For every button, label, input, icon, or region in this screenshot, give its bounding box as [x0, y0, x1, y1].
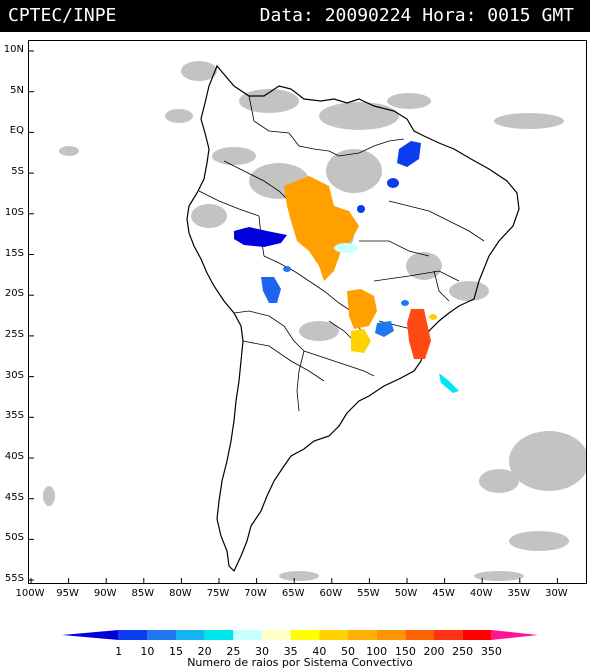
legend-swatch [405, 630, 434, 640]
source-label: CPTEC/INPE [8, 5, 117, 26]
longitude-label: 80W [169, 588, 192, 599]
latitude-label: 45S [4, 491, 24, 503]
storm-cell-red [407, 309, 431, 359]
cloud-cover [43, 61, 589, 581]
storm-cell-blue-small-3 [283, 266, 291, 272]
longitude-label: 30W [545, 588, 568, 599]
latitude-label: 20S [4, 288, 24, 300]
latitude-label: 25S [4, 328, 24, 340]
legend-swatch [147, 630, 176, 640]
legend-value: 25 [226, 645, 241, 658]
storm-cell-yellow [351, 329, 371, 353]
storm-cell-yellow-small [429, 314, 437, 320]
timestamp: Data: 20090224 Hora: 0015 GMT [260, 0, 574, 32]
longitude-label: 90W [93, 588, 117, 599]
map-frame [28, 40, 589, 584]
hour-label: Hora: [422, 5, 477, 26]
south-america-map [29, 50, 589, 583]
storm-cell-cyan-pale [334, 243, 358, 253]
legend-value: 15 [169, 645, 183, 658]
hour-value: 0015 [487, 5, 531, 26]
storm-cell-blue-small-1 [387, 178, 399, 188]
legend-value: 200 [423, 645, 445, 658]
legend-title: Numero de raios por Sistema Convectivo [187, 656, 413, 669]
longitude-label: 65W [281, 588, 305, 599]
latitude-label: 55S [4, 573, 24, 585]
latitude-label: 35S [4, 410, 24, 422]
grid-ticks [29, 50, 558, 583]
legend-swatch [462, 630, 492, 640]
longitude-label: 55W [357, 588, 380, 599]
continent-outline [186, 64, 520, 573]
legend [0, 626, 600, 670]
latitude-label: 10S [4, 206, 24, 218]
legend-value: 35 [283, 645, 298, 658]
latitude-label: 40S [4, 451, 24, 462]
latitude-label: 10N [3, 44, 24, 55]
legend-swatch [176, 630, 205, 640]
legend-value: 50 [341, 645, 355, 658]
legend-swatch [434, 630, 463, 640]
legend-value: 250 [452, 645, 474, 658]
legend-value: 150 [394, 645, 416, 658]
storm-cell-orange-large [284, 176, 359, 281]
legend-value: 350 [480, 645, 502, 658]
storm-cell-cyan-ocean [439, 373, 459, 393]
storm-cell-blue-west [234, 227, 287, 247]
legend-value: 30 [255, 645, 269, 658]
legend-swatch [348, 630, 377, 640]
convective-systems [234, 141, 459, 393]
legend-swatch [233, 630, 262, 640]
longitude-label: 35W [507, 588, 531, 599]
longitude-label: 70W [244, 588, 267, 599]
storm-cell-blue-bolivia [261, 277, 281, 303]
longitude-label: 100W [15, 588, 45, 599]
legend-value: 10 [140, 645, 155, 658]
storm-cell-blue-ne [397, 141, 421, 167]
longitude-label: 60W [319, 588, 343, 599]
longitude-label: 45W [432, 588, 455, 599]
longitude-label: 75W [206, 588, 230, 599]
latitude-label: 30S [4, 369, 24, 381]
longitude-label: 40W [469, 588, 493, 599]
legend-swatch [319, 630, 348, 640]
legend-value: 40 [312, 645, 327, 658]
legend-swatch [262, 630, 291, 640]
longitude-label: 85W [131, 588, 155, 599]
latitude-label: 5N [10, 84, 24, 96]
legend-swatch [290, 630, 320, 640]
date-label: Data: [259, 5, 314, 26]
legend-value: 1 [115, 645, 123, 658]
legend-value: 100 [366, 645, 388, 658]
longitude-label: 50W [394, 588, 418, 599]
country-borders [198, 95, 485, 412]
legend-swatch [62, 630, 119, 640]
storm-cell-orange-mid [347, 289, 377, 329]
latitude-label: 15S [4, 247, 24, 259]
header-bar: CPTEC/INPE Data: 20090224 Hora: 0015 GMT [0, 0, 590, 32]
latitude-label: EQ [9, 125, 24, 137]
latitude-label: 50S [4, 532, 24, 544]
legend-value: 20 [197, 645, 212, 658]
timezone-label: GMT [541, 5, 574, 26]
date-value: 20090224 [324, 5, 412, 26]
legend-swatch [118, 630, 148, 640]
storm-cell-blue-small-4 [401, 300, 409, 306]
longitude-label: 95W [56, 588, 79, 599]
storm-cell-blue-small-2 [357, 205, 365, 213]
latitude-label: 5S [11, 166, 24, 178]
legend-swatch [491, 630, 538, 640]
legend-swatch [376, 630, 406, 640]
legend-colorbar [62, 630, 538, 640]
storm-cell-blue-south [375, 321, 394, 337]
legend-swatch [204, 630, 234, 640]
